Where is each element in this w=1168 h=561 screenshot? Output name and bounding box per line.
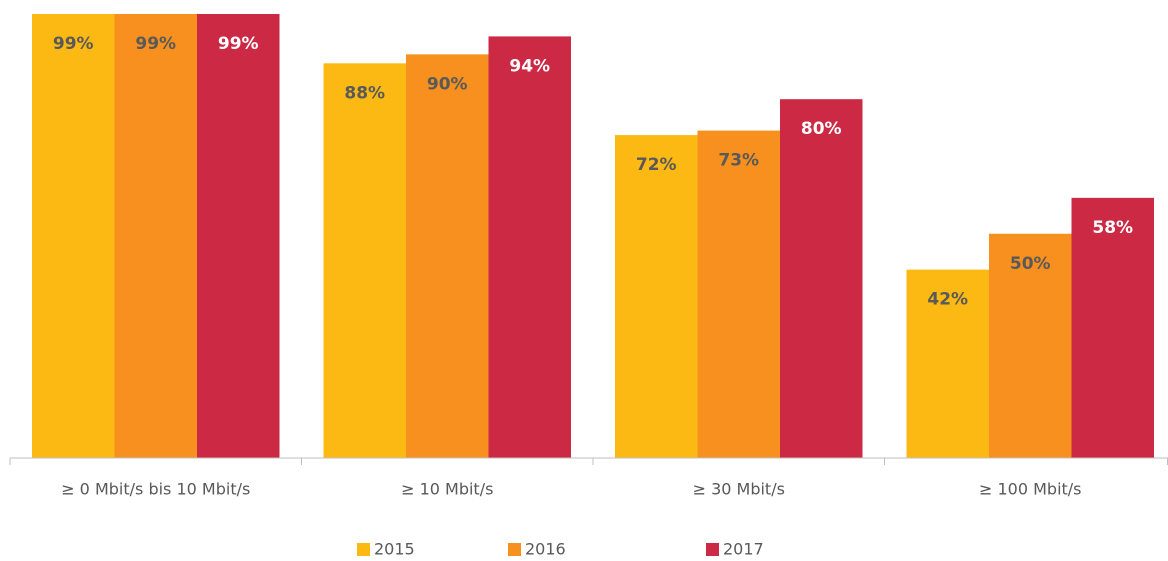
legend-label: 2017 [723,540,764,559]
bar [906,269,989,458]
x-tick-label: ≥ 100 Mbit/s [979,480,1082,499]
legend-label: 2016 [525,540,566,559]
bar [488,36,571,458]
value-label: 73% [718,151,759,171]
legend-label: 2015 [374,540,415,559]
bar [989,233,1072,458]
x-tick-label: ≥ 0 Mbit/s bis 10 Mbit/s [61,480,250,499]
bar [114,13,197,459]
value-label: 42% [927,290,968,310]
value-label: 99% [135,34,176,54]
value-label: 58% [1092,218,1133,238]
value-label: 99% [53,34,94,54]
bar [406,54,489,458]
bar [780,99,863,458]
legend-swatch [508,543,521,556]
value-label: 72% [636,155,677,175]
bar [697,130,780,458]
legend-swatch [706,543,719,556]
bar [1071,197,1154,458]
bar [323,63,406,458]
x-tick-label: ≥ 10 Mbit/s [401,480,493,499]
value-label: 90% [427,74,468,94]
value-label: 50% [1010,254,1051,274]
value-label: 94% [509,56,550,76]
bar [32,13,115,459]
bar [197,13,280,459]
value-label: 99% [218,34,259,54]
x-tick-label: ≥ 30 Mbit/s [693,480,785,499]
value-label: 88% [344,83,385,103]
value-label: 80% [801,119,842,139]
bar [615,135,698,458]
legend-swatch [357,543,370,556]
